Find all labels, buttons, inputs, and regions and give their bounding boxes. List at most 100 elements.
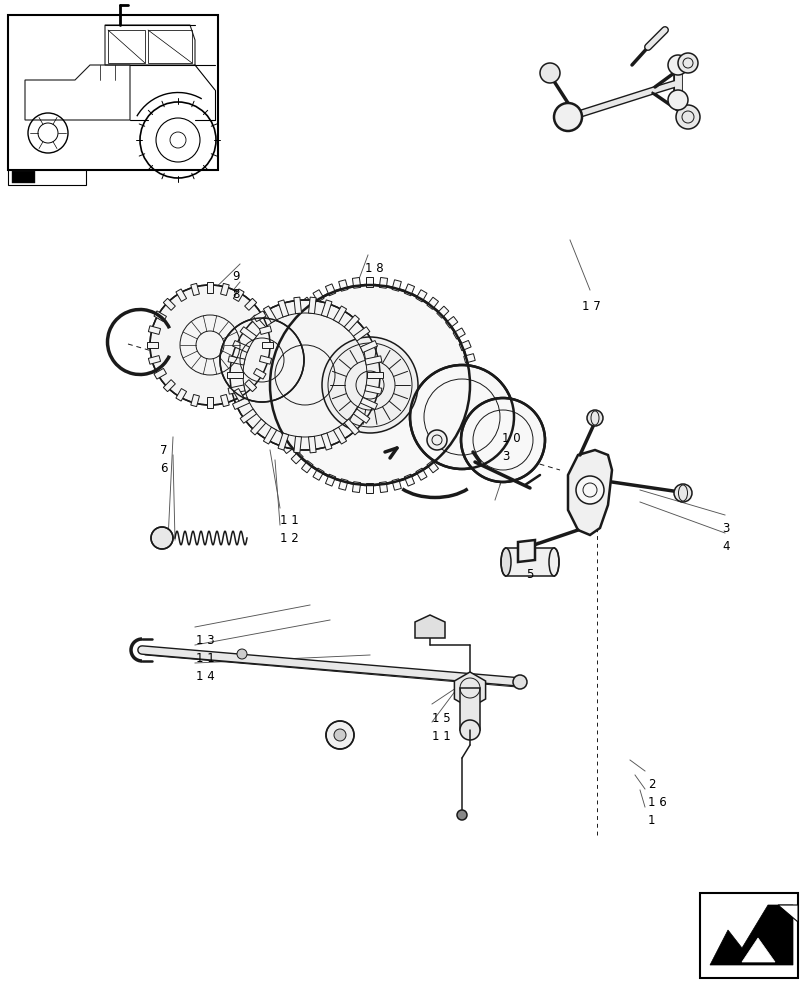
Polygon shape bbox=[176, 289, 187, 301]
Text: 1 1: 1 1 bbox=[431, 730, 450, 743]
Circle shape bbox=[553, 103, 581, 131]
Polygon shape bbox=[291, 452, 303, 464]
Text: 8: 8 bbox=[232, 288, 239, 301]
Polygon shape bbox=[463, 354, 474, 363]
Circle shape bbox=[237, 649, 247, 659]
Text: 3: 3 bbox=[721, 522, 728, 535]
Polygon shape bbox=[404, 284, 414, 296]
Polygon shape bbox=[415, 290, 427, 302]
Polygon shape bbox=[244, 298, 256, 310]
Circle shape bbox=[575, 476, 603, 504]
Polygon shape bbox=[232, 341, 249, 353]
Circle shape bbox=[667, 55, 687, 75]
Polygon shape bbox=[366, 277, 373, 287]
Polygon shape bbox=[268, 340, 281, 351]
Circle shape bbox=[673, 484, 691, 502]
Ellipse shape bbox=[500, 548, 510, 576]
Bar bbox=[699, 893, 797, 978]
Polygon shape bbox=[251, 315, 265, 331]
Polygon shape bbox=[353, 327, 370, 341]
Polygon shape bbox=[277, 433, 289, 450]
Polygon shape bbox=[264, 354, 276, 363]
Polygon shape bbox=[436, 452, 448, 464]
Polygon shape bbox=[154, 368, 166, 379]
Polygon shape bbox=[274, 328, 286, 339]
Polygon shape bbox=[262, 381, 272, 388]
Polygon shape bbox=[12, 171, 35, 183]
Polygon shape bbox=[312, 468, 324, 480]
FancyBboxPatch shape bbox=[8, 170, 86, 185]
Polygon shape bbox=[253, 368, 266, 379]
Polygon shape bbox=[240, 327, 256, 341]
Polygon shape bbox=[263, 427, 277, 444]
Text: 1 1: 1 1 bbox=[280, 514, 298, 527]
Text: 5: 5 bbox=[526, 568, 533, 581]
Polygon shape bbox=[568, 450, 611, 535]
Polygon shape bbox=[294, 297, 301, 314]
Polygon shape bbox=[207, 397, 212, 408]
Polygon shape bbox=[262, 367, 273, 376]
Text: 1 5: 1 5 bbox=[431, 712, 450, 725]
Circle shape bbox=[461, 398, 544, 482]
Polygon shape bbox=[415, 468, 427, 480]
Polygon shape bbox=[251, 419, 265, 435]
Text: 9: 9 bbox=[232, 270, 239, 283]
Polygon shape bbox=[777, 905, 797, 922]
Circle shape bbox=[667, 90, 687, 110]
Polygon shape bbox=[445, 442, 457, 454]
Polygon shape bbox=[253, 311, 266, 322]
Text: 1 8: 1 8 bbox=[365, 262, 383, 275]
Circle shape bbox=[325, 721, 354, 749]
Polygon shape bbox=[365, 356, 381, 365]
Polygon shape bbox=[163, 380, 175, 392]
Polygon shape bbox=[277, 300, 289, 317]
Polygon shape bbox=[344, 315, 359, 331]
Polygon shape bbox=[308, 297, 315, 314]
Polygon shape bbox=[176, 389, 187, 401]
Polygon shape bbox=[262, 342, 272, 348]
Polygon shape bbox=[467, 381, 478, 388]
Polygon shape bbox=[459, 419, 470, 430]
Circle shape bbox=[270, 285, 470, 485]
Polygon shape bbox=[291, 306, 303, 318]
Text: 1 0: 1 0 bbox=[501, 432, 520, 445]
Text: 1 2: 1 2 bbox=[280, 532, 298, 545]
Polygon shape bbox=[325, 474, 335, 486]
Circle shape bbox=[230, 300, 380, 450]
Polygon shape bbox=[148, 326, 161, 334]
Polygon shape bbox=[333, 306, 346, 323]
Polygon shape bbox=[366, 483, 373, 493]
Polygon shape bbox=[321, 433, 332, 450]
Polygon shape bbox=[427, 461, 438, 473]
Circle shape bbox=[410, 365, 513, 469]
Polygon shape bbox=[301, 461, 313, 473]
Polygon shape bbox=[325, 284, 335, 296]
Polygon shape bbox=[352, 277, 360, 288]
Polygon shape bbox=[367, 372, 383, 378]
Circle shape bbox=[513, 675, 526, 689]
Circle shape bbox=[333, 729, 345, 741]
Polygon shape bbox=[207, 282, 212, 293]
Text: 2: 2 bbox=[647, 778, 654, 791]
Polygon shape bbox=[365, 385, 381, 394]
Polygon shape bbox=[301, 297, 313, 309]
Polygon shape bbox=[352, 482, 360, 493]
Text: 1 6: 1 6 bbox=[647, 796, 666, 809]
Polygon shape bbox=[453, 431, 465, 442]
Polygon shape bbox=[312, 290, 324, 302]
Polygon shape bbox=[262, 394, 273, 403]
Polygon shape bbox=[445, 316, 457, 328]
Circle shape bbox=[150, 285, 270, 405]
Ellipse shape bbox=[548, 548, 558, 576]
Polygon shape bbox=[517, 540, 534, 562]
Text: 6: 6 bbox=[160, 462, 167, 475]
Polygon shape bbox=[147, 342, 158, 348]
Polygon shape bbox=[228, 356, 245, 365]
Polygon shape bbox=[282, 316, 294, 328]
Text: 1: 1 bbox=[647, 814, 654, 827]
Circle shape bbox=[322, 337, 418, 433]
Polygon shape bbox=[741, 938, 774, 962]
Circle shape bbox=[676, 105, 699, 129]
Polygon shape bbox=[321, 300, 332, 317]
Polygon shape bbox=[260, 356, 272, 364]
